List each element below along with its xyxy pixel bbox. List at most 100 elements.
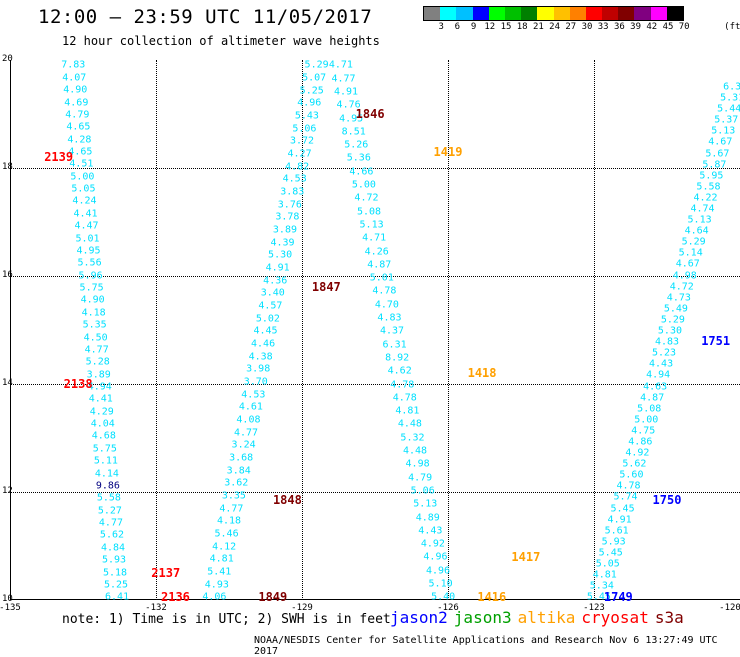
color-scale-label: 18 — [516, 22, 528, 32]
wave-height-value: 5.35 — [82, 319, 107, 331]
wave-height-value: 4.67 — [708, 136, 733, 148]
color-swatch — [440, 7, 457, 20]
y-tick-label: 14 — [2, 378, 13, 388]
wave-height-value: 5.26 — [344, 139, 369, 151]
wave-height-value: 4.46 — [251, 338, 276, 350]
gridline-vertical — [594, 60, 595, 600]
pass-time-label: 1416 — [477, 590, 507, 605]
wave-height-value: 9.86 — [95, 480, 120, 492]
wave-height-value: 5.06 — [410, 485, 435, 497]
wave-height-value: 5.27 — [97, 505, 122, 517]
wave-height-value: 6.31 — [723, 81, 740, 93]
wave-height-value: 5.28 — [85, 356, 110, 368]
color-scale-label: 30 — [581, 22, 593, 32]
pass-time-label: 1419 — [433, 144, 463, 159]
wave-height-value: 4.14 — [94, 468, 119, 480]
color-scale-label: 42 — [646, 22, 658, 32]
wave-height-value: 4.08 — [236, 414, 261, 426]
pass-time-label: 1847 — [311, 279, 341, 294]
color-scale-label: 3 — [438, 22, 444, 32]
wave-height-value: 4.78 — [392, 392, 417, 404]
wave-height-value: 4.41 — [73, 208, 98, 220]
wave-height-value: 4.43 — [649, 358, 674, 370]
color-scale-label: 24 — [549, 22, 561, 32]
wave-height-value: 4.90 — [80, 294, 105, 306]
color-swatch — [553, 7, 570, 20]
wave-height-value: 3.89 — [86, 369, 111, 381]
wave-height-value: 5.23 — [651, 347, 677, 359]
wave-height-value: 4.89 — [415, 512, 440, 523]
wave-height-value: 3.98 — [246, 363, 271, 375]
wave-height-value: 3.68 — [229, 452, 254, 464]
wave-height-value: 4.48 — [402, 445, 428, 457]
wave-height-value: 3.35 — [221, 490, 246, 502]
pass-time-label: 1418 — [467, 366, 497, 381]
wave-height-value: 4.62 — [387, 365, 412, 377]
chart-title: 12:00 — 23:59 UTC 11/05/2017 — [38, 6, 373, 28]
wave-height-value: 5.00 — [634, 414, 659, 426]
color-swatch — [585, 7, 603, 20]
wave-height-value: 4.87 — [367, 259, 392, 271]
wave-height-value: 4.57 — [258, 300, 283, 312]
wave-height-value: 3.62 — [224, 477, 249, 489]
wave-height-value: 4.79 — [65, 109, 90, 121]
wave-height-value: 4.95 — [76, 245, 101, 257]
wave-height-value: 5.30 — [657, 325, 682, 337]
wave-height-value: 5.41 — [207, 566, 232, 578]
wave-height-value: 4.76 — [336, 99, 361, 111]
wave-height-value: 5.05 — [595, 558, 620, 570]
color-scale-label: 33 — [597, 22, 609, 32]
wave-height-value: 4.90 — [63, 84, 88, 96]
wave-height-value: 5.75 — [79, 282, 104, 294]
wave-height-value: 5.46 — [214, 528, 239, 540]
wave-height-value: 4.37 — [379, 325, 405, 337]
color-scale-label: 39 — [630, 22, 642, 32]
wave-height-value: 4.82 — [285, 161, 310, 173]
wave-height-value: 5.62 — [622, 458, 647, 470]
wave-height-value: 4.94 — [87, 381, 112, 393]
x-tick-label: -129 — [291, 603, 313, 613]
x-tick-label: -123 — [583, 603, 605, 613]
wave-height-value: 5.61 — [604, 525, 629, 537]
color-swatch — [602, 7, 619, 20]
wave-height-value: 8.51 — [341, 126, 366, 138]
wave-height-value: 6.41 — [105, 591, 130, 603]
wave-height-value: 3.76 — [277, 199, 302, 211]
wave-height-value: 4.65 — [68, 146, 93, 158]
wave-height-value: 4.98 — [672, 270, 697, 282]
wave-height-value: 4.18 — [216, 515, 242, 527]
color-swatch — [537, 7, 554, 20]
wave-height-value: 5.96 — [78, 270, 103, 282]
x-tick-label: -120 — [719, 603, 740, 613]
color-scale-bar — [423, 6, 684, 21]
wave-height-value: 4.78 — [372, 285, 397, 297]
wave-height-value: 4.38 — [248, 351, 273, 363]
color-swatch — [424, 7, 441, 20]
color-scale-label: 27 — [565, 22, 577, 32]
color-swatch — [634, 7, 651, 20]
wave-height-value: 4.39 — [270, 237, 295, 249]
gridline-vertical — [448, 60, 449, 600]
color-swatch — [666, 7, 683, 20]
wave-height-value: 5.01 — [75, 233, 100, 245]
wave-height-value: 4.79 — [408, 472, 433, 484]
wave-height-value: 4.45 — [253, 325, 278, 337]
wave-height-value: 5.01 — [369, 272, 394, 284]
wave-height-value: 4.28 — [67, 134, 92, 146]
wave-height-value: 4.91 — [333, 86, 359, 98]
color-swatch — [521, 7, 538, 20]
pass-time-label: 1417 — [511, 549, 541, 564]
wave-height-value: 3.89 — [272, 224, 297, 236]
wave-height-value: 4.86 — [628, 436, 653, 448]
wave-height-value: 5.29 — [681, 236, 706, 248]
wave-height-value: 4.66 — [349, 166, 374, 178]
wave-height-value: 5.62 — [99, 529, 125, 541]
satellite-legend-item: cryosat — [581, 608, 649, 627]
color-scale-label: 70 — [678, 22, 690, 32]
wave-height-value: 3.24 — [231, 439, 256, 451]
wave-height-value: 5.44 — [717, 103, 740, 115]
wave-height-value: 5.45 — [586, 591, 611, 603]
wave-height-value: 4.43 — [418, 525, 443, 537]
wave-height-value: 7.83 — [61, 59, 86, 71]
wave-height-value: 4.04 — [90, 418, 115, 430]
